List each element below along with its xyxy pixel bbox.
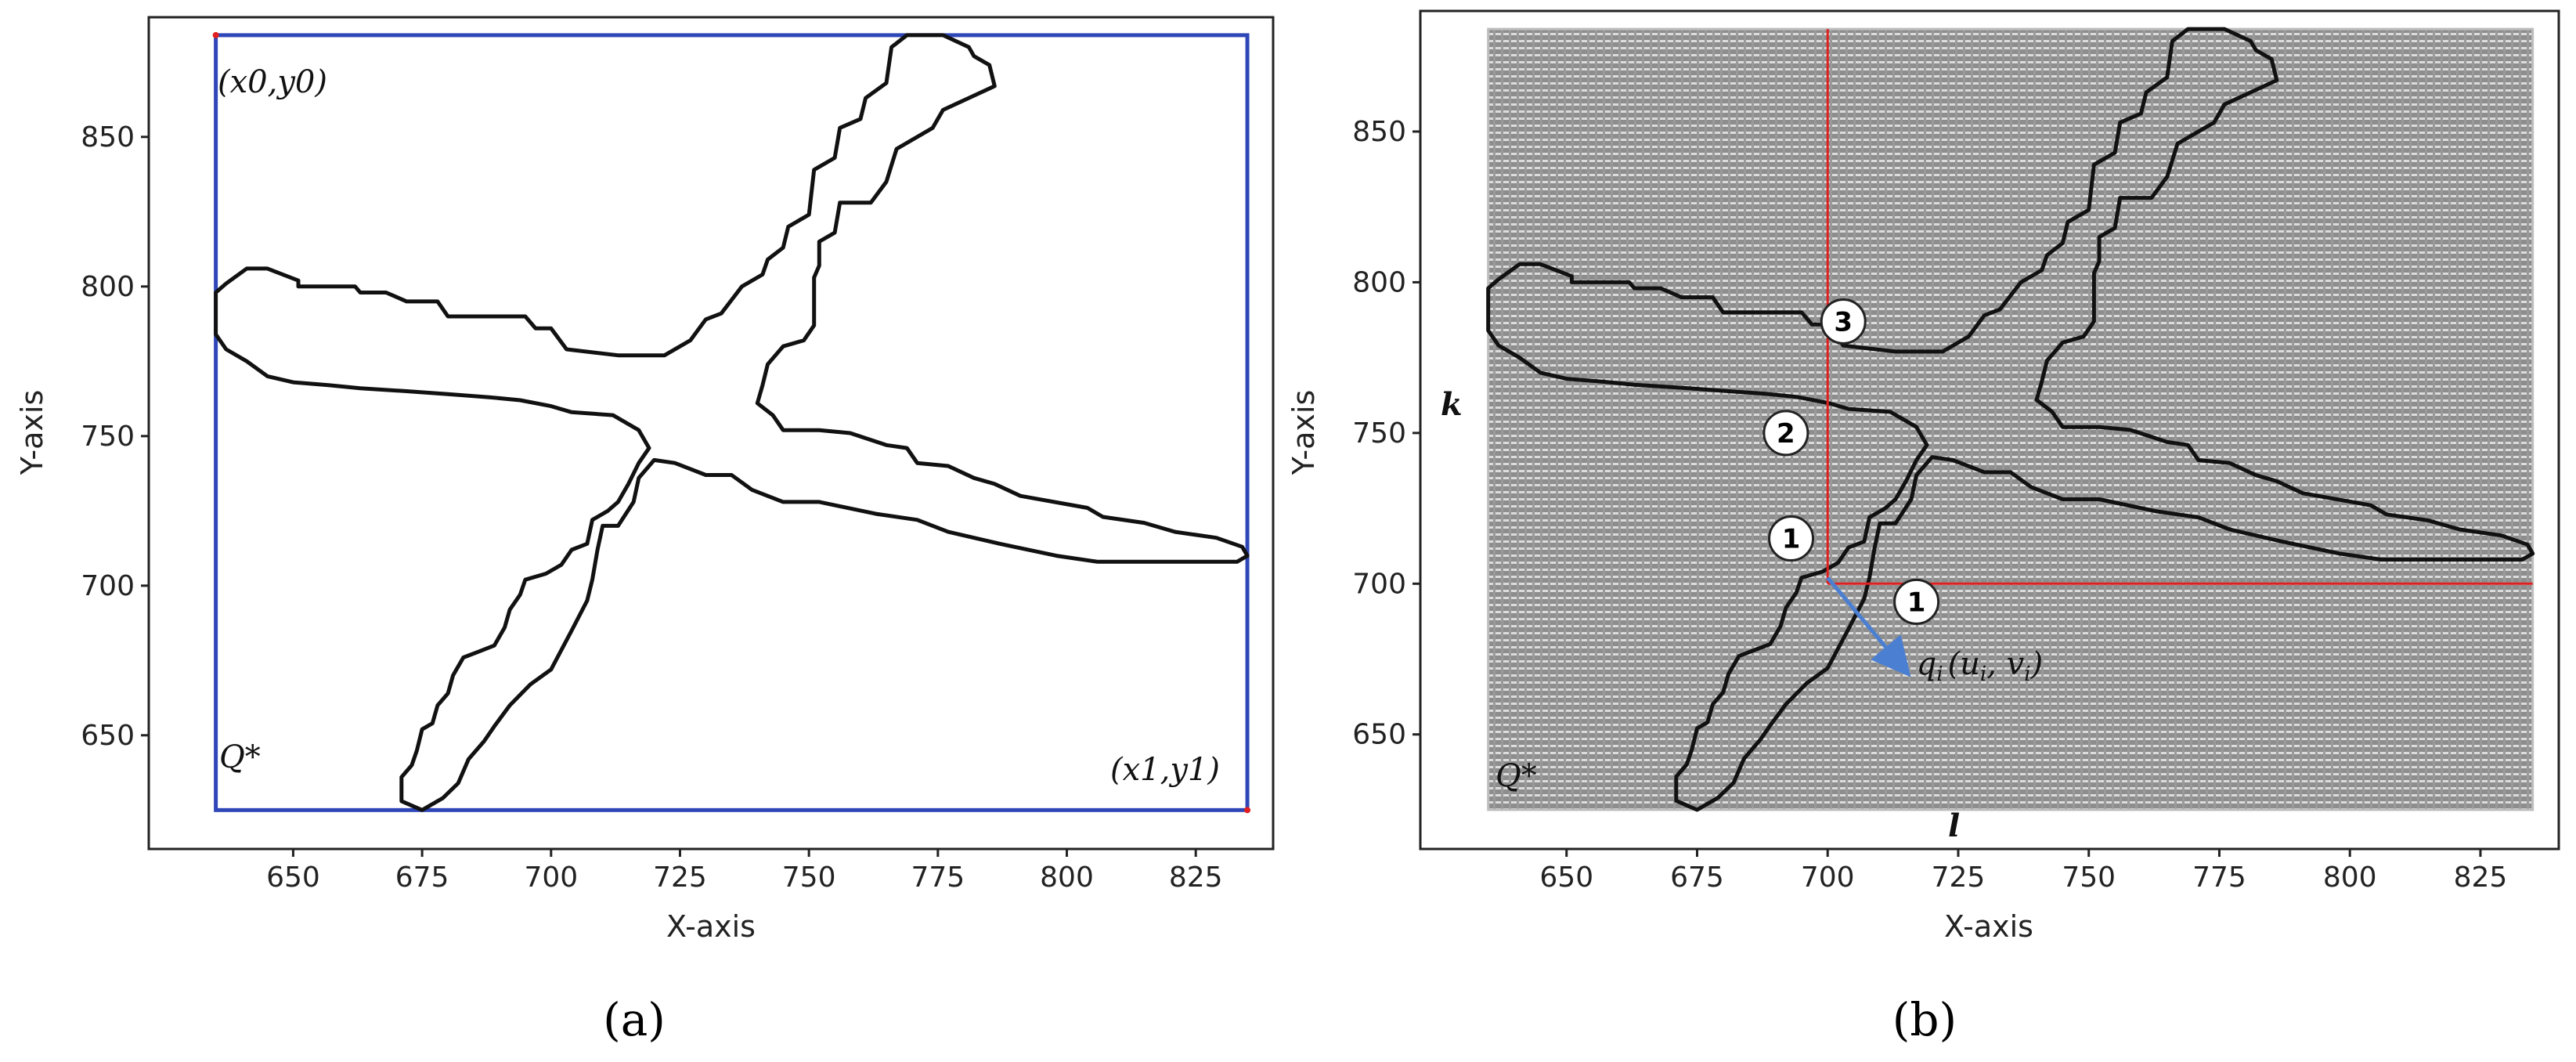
x-tick-label: 700 bbox=[1801, 862, 1855, 894]
panel-b-y-axis-title: Y-axis bbox=[1286, 390, 1321, 476]
y-tick-label: 650 bbox=[81, 720, 135, 752]
panel-a: 650 675 700 725 750 775 800 825 650 700 750 800 850… bbox=[15, 16, 1275, 1046]
grid-region bbox=[1487, 27, 2535, 811]
panel-b-y-ticks: 650 700 750 800 850 bbox=[1352, 116, 1420, 751]
panel-b: 650 675 700 725 750 775 800 825 650 700 750 800 850… bbox=[1286, 9, 2560, 1046]
x-tick-label: 750 bbox=[2062, 862, 2116, 894]
vector-label: qi (ui, vi) bbox=[1917, 646, 2044, 686]
y-tick-label: 700 bbox=[1352, 568, 1406, 600]
corner-label-x0-y0: (x0,y0) bbox=[218, 64, 327, 100]
x-tick-label: 725 bbox=[653, 862, 707, 894]
vector-label-comma: , v bbox=[1986, 646, 2024, 682]
vector-label-sub-i-2: i bbox=[1980, 663, 1986, 686]
x-tick-label: 775 bbox=[2192, 862, 2246, 894]
marker-number: 1 bbox=[1782, 524, 1801, 555]
corner-label-x1-y1: (x1,y1) bbox=[1110, 752, 1220, 788]
region-label-q-star: Q* bbox=[219, 739, 261, 775]
x-tick-label: 800 bbox=[1040, 862, 1094, 894]
vector-arrow bbox=[1826, 576, 1911, 677]
marker-number: 3 bbox=[1834, 306, 1853, 338]
x-tick-label: 775 bbox=[911, 862, 965, 894]
region-label-q-star-b: Q* bbox=[1495, 758, 1537, 794]
y-tick-label: 750 bbox=[81, 421, 135, 453]
y-tick-label: 700 bbox=[81, 570, 135, 602]
panel-b-x-ticks: 650 675 700 725 750 775 800 825 bbox=[1539, 849, 2507, 894]
x-tick-label: 725 bbox=[1932, 862, 1986, 894]
x-tick-label: 700 bbox=[524, 862, 578, 894]
y-tick-label: 850 bbox=[1352, 116, 1406, 148]
marker-circle bbox=[1768, 515, 1815, 562]
marker-number: 2 bbox=[1777, 418, 1795, 450]
x-tick-label: 650 bbox=[1539, 862, 1593, 894]
corner-point-top-left bbox=[212, 31, 219, 38]
panel-a-x-axis-title: X-axis bbox=[666, 909, 756, 944]
y-tick-label: 800 bbox=[1352, 266, 1406, 298]
k-label: k bbox=[1441, 386, 1463, 423]
x-tick-label: 825 bbox=[1169, 862, 1223, 894]
panel-a-y-ticks: 650 700 750 800 850 bbox=[81, 121, 149, 752]
marker-circle bbox=[1820, 298, 1867, 345]
x-tick-label: 800 bbox=[2323, 862, 2377, 894]
y-tick-label: 850 bbox=[81, 121, 135, 154]
y-tick-label: 650 bbox=[1352, 719, 1406, 751]
l-label: l bbox=[1948, 807, 1960, 844]
y-tick-label: 800 bbox=[81, 271, 135, 303]
x-tick-label: 650 bbox=[266, 862, 320, 894]
vector-label-q: q bbox=[1917, 646, 1937, 682]
x-tick-label: 675 bbox=[1670, 862, 1724, 894]
intersection-markers: 3 2 1 1 bbox=[1762, 298, 1940, 625]
panel-b-label: (b) bbox=[1892, 993, 1957, 1046]
corner-point-bottom-right bbox=[1244, 807, 1251, 814]
vector-label-sub-i-3: i bbox=[2024, 663, 2030, 686]
x-tick-label: 750 bbox=[782, 862, 836, 894]
panel-b-x-axis-title: X-axis bbox=[1944, 909, 2033, 944]
panel-a-label: (a) bbox=[603, 993, 666, 1046]
panel-a-y-axis-title: Y-axis bbox=[15, 390, 49, 476]
vector-label-sub-i: i bbox=[1936, 663, 1943, 686]
marker-circle bbox=[1762, 410, 1809, 457]
marker-circle bbox=[1893, 578, 1940, 625]
vector-label-close: ) bbox=[2030, 646, 2044, 682]
y-tick-label: 750 bbox=[1352, 417, 1406, 450]
vector-label-open: (u bbox=[1948, 646, 1980, 682]
cross-shape-boundary bbox=[214, 33, 1250, 812]
x-tick-label: 825 bbox=[2454, 862, 2508, 894]
panel-a-x-ticks: 650 675 700 725 750 775 800 825 bbox=[266, 849, 1223, 894]
x-tick-label: 675 bbox=[395, 862, 449, 894]
bounding-rectangle bbox=[214, 33, 1250, 812]
marker-number: 1 bbox=[1907, 587, 1926, 618]
panel-a-shape-outline bbox=[214, 33, 1250, 812]
